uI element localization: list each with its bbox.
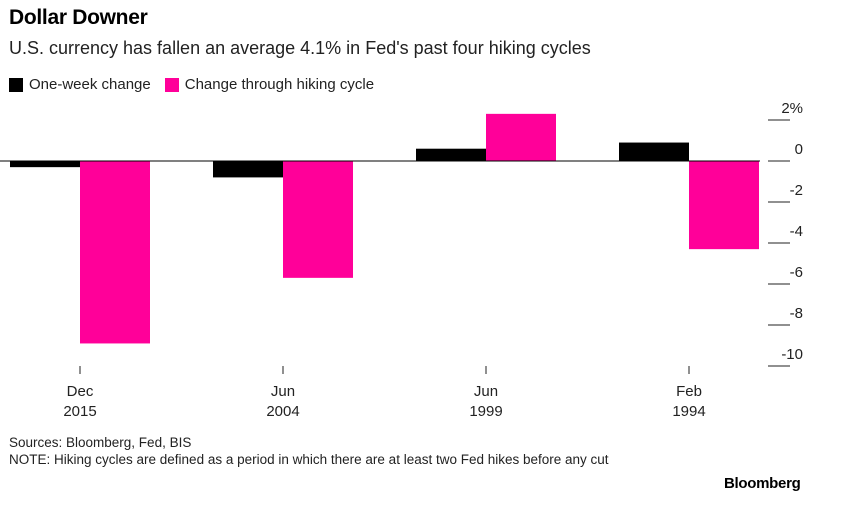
bar-hiking-cycle-2 xyxy=(486,113,556,161)
bar-hiking-cycle-3 xyxy=(689,161,759,250)
x-tick-label-year-3: 1994 xyxy=(672,403,705,420)
chart-notes: Sources: Bloomberg, Fed, BIS NOTE: Hikin… xyxy=(9,434,709,468)
y-tick-label-0: 2% xyxy=(781,100,803,117)
bar-one-week-0 xyxy=(10,161,80,168)
bar-one-week-2 xyxy=(416,148,486,161)
bar-hiking-cycle-0 xyxy=(80,161,150,344)
bar-one-week-1 xyxy=(213,161,283,178)
y-tick-label-5: -8 xyxy=(790,305,803,322)
sources-text: Sources: Bloomberg, Fed, BIS xyxy=(9,435,192,450)
legend-item-one-week: One-week change xyxy=(9,76,151,93)
chart-title: Dollar Downer xyxy=(9,6,148,29)
y-tick-label-3: -4 xyxy=(790,223,803,240)
y-tick-label-1: 0 xyxy=(795,141,803,158)
x-tick-label-month-2: Jun xyxy=(474,383,498,400)
legend-swatch-hiking-cycle xyxy=(164,77,179,92)
x-tick-label-month-0: Dec xyxy=(67,383,94,400)
y-tick-label-4: -6 xyxy=(790,264,803,281)
legend-label-one-week: One-week change xyxy=(29,76,151,93)
x-tick-label-year-2: 1999 xyxy=(469,403,502,420)
bar-hiking-cycle-1 xyxy=(283,161,353,278)
note-text: NOTE: Hiking cycles are defined as a per… xyxy=(9,452,609,467)
x-tick-label-month-3: Feb xyxy=(676,383,702,400)
bloomberg-logo: Bloomberg xyxy=(724,475,801,492)
x-tick-label-year-0: 2015 xyxy=(63,403,96,420)
x-tick-label-month-1: Jun xyxy=(271,383,295,400)
chart-subtitle: U.S. currency has fallen an average 4.1%… xyxy=(9,38,591,58)
y-tick-label-6: -10 xyxy=(781,346,803,363)
legend-item-hiking-cycle: Change through hiking cycle xyxy=(164,76,375,93)
bar-one-week-3 xyxy=(619,142,689,161)
chart-legend: One-week change Change through hiking cy… xyxy=(9,76,388,93)
legend-swatch-one-week xyxy=(9,77,23,92)
legend-label-hiking-cycle: Change through hiking cycle xyxy=(184,76,375,93)
y-tick-label-2: -2 xyxy=(790,182,803,199)
x-tick-label-year-1: 2004 xyxy=(266,403,299,420)
